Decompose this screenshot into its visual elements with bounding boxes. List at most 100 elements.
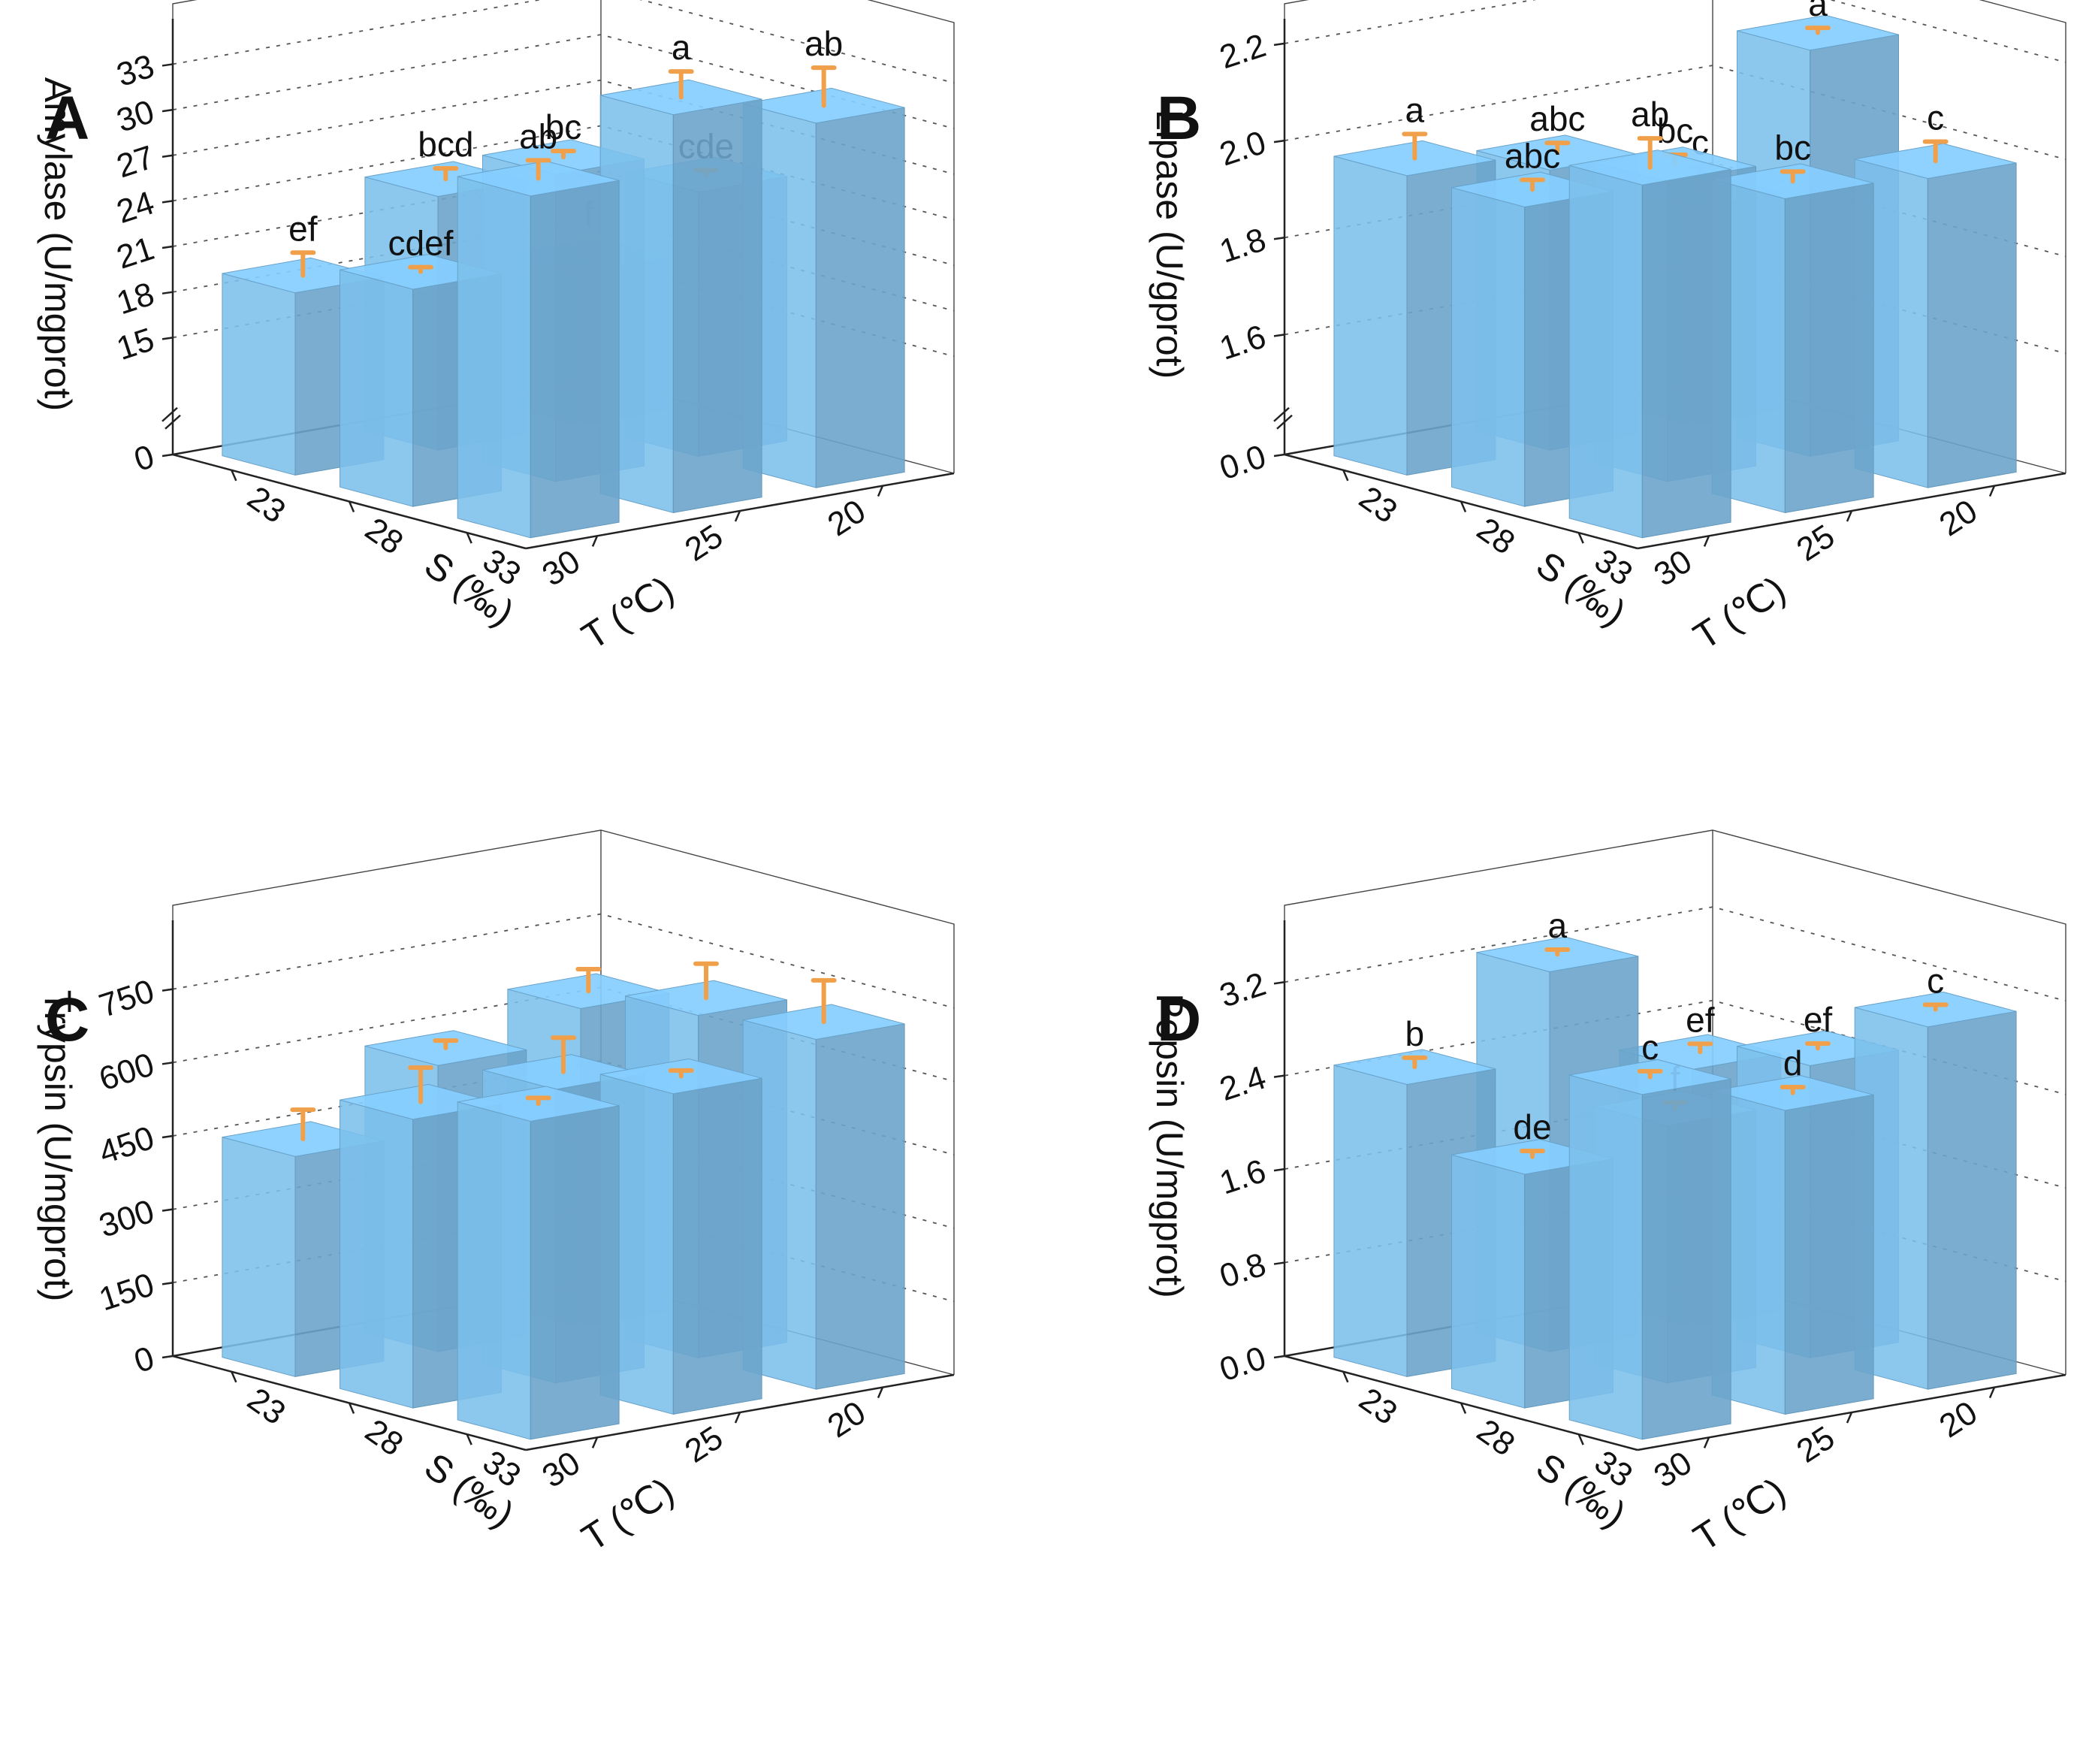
bar-T30-S33: ab: [457, 116, 620, 539]
bar-face-left: [1451, 187, 1526, 507]
s-tick-mark: [1577, 532, 1584, 544]
bar-T20-S33: ab: [742, 24, 905, 488]
bar-face-right: [1641, 1078, 1731, 1440]
significance-label: ab: [805, 24, 843, 63]
bar-face-left: [222, 273, 296, 476]
s-tick-mark: [1577, 1433, 1584, 1445]
bar-face-left: [457, 1101, 531, 1440]
z-tick-mark: [1273, 139, 1285, 143]
significance-label: d: [1783, 1044, 1803, 1083]
axis-break-mark: [1273, 406, 1290, 422]
z-axis-title: Pepsin (U/mgprot): [1149, 993, 1191, 1298]
z-tick-label: 0: [130, 438, 158, 479]
t-tick-label: 25: [1790, 1419, 1841, 1470]
significance-label: a: [1405, 90, 1425, 129]
significance-label: bcd: [418, 125, 473, 164]
t-tick-mark: [1846, 1412, 1853, 1424]
t-tick-label: 30: [1647, 542, 1698, 594]
significance-label: de: [1513, 1107, 1551, 1146]
z-tick-label: 300: [95, 1193, 158, 1245]
z-axis-title: Trypsin (U/mgprot): [37, 990, 79, 1302]
bar-T20-S33: [742, 977, 905, 1390]
bar-face-right: [530, 180, 620, 539]
significance-label: bc: [1657, 111, 1694, 150]
z-tick-label: 0.0: [1215, 1340, 1270, 1389]
bar-face-right: [815, 1023, 905, 1390]
bar-face-left: [1568, 165, 1643, 539]
s-tick-mark: [348, 501, 355, 512]
z-tick-mark: [162, 245, 174, 249]
grid-line: [1284, 0, 2066, 63]
bar-face-left: [1333, 156, 1408, 476]
z-tick-label: 30: [112, 93, 158, 140]
z-tick-mark: [162, 1282, 174, 1285]
s-tick-mark: [1460, 501, 1467, 512]
bar-face-right: [530, 1105, 620, 1440]
z-tick-label: 21: [112, 230, 158, 276]
bar-T30-S33: c: [1568, 1028, 1731, 1440]
bar-T25-S33: bc: [1711, 128, 1874, 514]
s-tick-mark: [348, 1403, 355, 1414]
z-tick-mark: [162, 154, 174, 158]
panel-label: C: [45, 986, 89, 1054]
s-tick-mark: [466, 532, 472, 544]
grid-line: [172, 913, 955, 1009]
z-tick-label: 0: [130, 1340, 158, 1380]
significance-label: a: [1808, 0, 1828, 23]
bar-face-right: [1641, 168, 1731, 539]
z-tick-label: 2.4: [1215, 1059, 1270, 1109]
t-tick-mark: [877, 485, 884, 497]
z-tick-mark: [1273, 1261, 1285, 1265]
z-tick-mark: [162, 988, 174, 992]
t-tick-label: 20: [1933, 1394, 1984, 1445]
s-tick-label: 23: [1353, 1381, 1404, 1432]
z-tick-mark: [162, 200, 174, 204]
z-tick-mark: [162, 108, 174, 113]
s-tick-label: 23: [241, 479, 292, 530]
significance-label: c: [1927, 961, 1944, 1000]
z-tick-mark: [1273, 1167, 1285, 1172]
z-tick-label: 18: [112, 276, 158, 322]
bar-T20-S33: c: [1854, 961, 2017, 1390]
z-tick-label: 3.2: [1215, 965, 1270, 1015]
significance-label: ab: [519, 116, 557, 156]
z-tick-label: 15: [112, 321, 158, 367]
bar-T25-S33: a: [599, 28, 762, 514]
bar-face-right: [1927, 1010, 2017, 1390]
s-tick-label: 28: [358, 1412, 409, 1463]
t-tick-mark: [1703, 535, 1710, 547]
panel-label: A: [45, 84, 89, 153]
z-tick-mark: [1273, 334, 1285, 337]
t-tick-label: 25: [678, 1419, 729, 1470]
bar-face-left: [1568, 1074, 1643, 1440]
significance-label: c: [1927, 98, 1944, 137]
grid-line: [172, 34, 955, 129]
t-tick-mark: [1846, 510, 1853, 522]
z-tick-mark: [162, 1062, 174, 1065]
z-tick-mark: [162, 1134, 174, 1139]
z-tick-mark: [1273, 237, 1285, 240]
significance-label: ef: [288, 209, 318, 248]
z-tick-mark: [162, 453, 174, 458]
significance-label: abc: [1505, 136, 1560, 175]
z-tick-label: 150: [95, 1266, 158, 1318]
t-tick-mark: [591, 535, 599, 547]
s-tick-label: 28: [1470, 511, 1521, 562]
significance-label: a: [1548, 906, 1568, 945]
bar-face-right: [1927, 162, 2017, 488]
s-tick-mark: [231, 470, 237, 482]
t-axis-title: T (℃): [575, 568, 681, 657]
grid-line: [1284, 906, 2066, 1002]
z-axis-title: Amylase (U/mgprot): [37, 77, 79, 412]
z-tick-mark: [1273, 980, 1285, 985]
z-tick-label: 0.0: [1215, 438, 1270, 488]
bar-face-right: [672, 98, 762, 513]
z-tick-mark: [1273, 1074, 1285, 1078]
z-tick-label: 27: [112, 139, 158, 186]
z-tick-mark: [162, 337, 174, 340]
s-tick-mark: [1342, 1371, 1349, 1383]
